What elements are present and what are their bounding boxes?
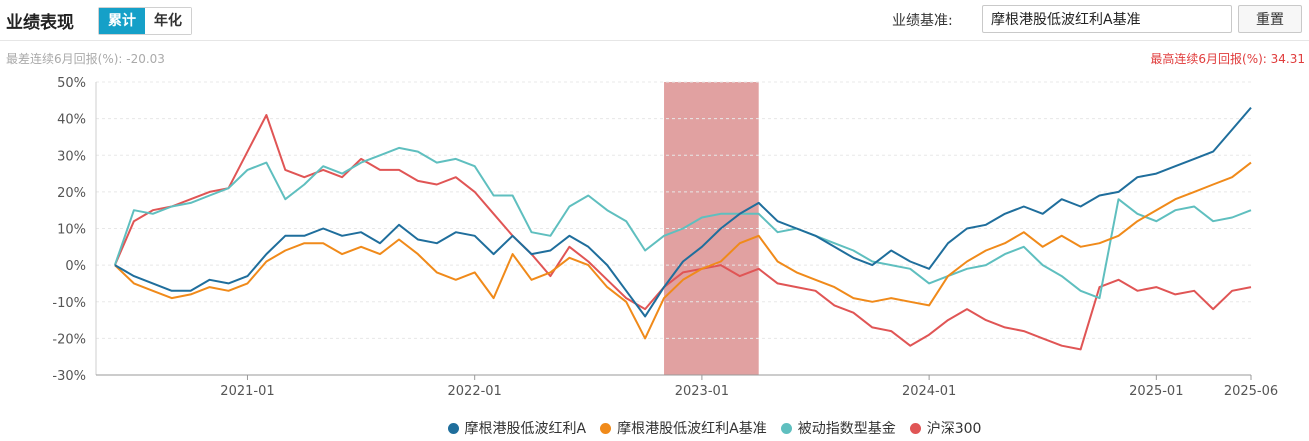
y-tick-label: 50% (57, 76, 86, 91)
y-tick-label: 40% (57, 113, 86, 128)
performance-line-chart: 50% 40% 30% 20% 10% 0% -10% -20% -30% 2021-01 2022… (52, 76, 1278, 399)
legend-item-fund[interactable]: 摩根港股低波红利A (447, 418, 587, 438)
x-tick-label: 2025-01 (1129, 384, 1183, 399)
legend-label-hs300: 沪深300 (926, 421, 982, 437)
y-tick-label: 20% (57, 186, 86, 201)
y-tick-label: 30% (57, 149, 86, 164)
mode-tabs: 累计 年化 (98, 7, 192, 35)
legend-item-category[interactable]: 被动指数型基金 (780, 418, 896, 438)
benchmark-input[interactable] (982, 5, 1232, 33)
y-tick-label: 0% (65, 259, 86, 274)
tab-annualized[interactable]: 年化 (145, 8, 191, 34)
x-tick-label: 2021-01 (220, 384, 274, 399)
legend-dot-hs300 (909, 422, 921, 434)
benchmark-line (114, 161, 1252, 340)
hs300-line (113, 114, 1252, 351)
y-tick-label: -20% (52, 332, 86, 347)
worst-6m-return: 最差连续6月回报(%): -20.03 (6, 52, 165, 66)
legend-label-category: 被动指数型基金 (797, 421, 896, 437)
legend-dot-benchmark (600, 422, 612, 434)
legend-label-benchmark: 摩根港股低波红利A基准 (617, 421, 767, 437)
y-tick-label: -10% (52, 296, 86, 311)
legend-item-benchmark[interactable]: 摩根港股低波红利A基准 (600, 418, 767, 438)
legend-dot-fund (447, 422, 459, 434)
header-bar: 业绩表现 累计 年化 业绩基准: 重置 (0, 0, 1309, 40)
fund-line (114, 106, 1252, 318)
y-tick-label: 10% (57, 223, 86, 238)
legend-item-hs300[interactable]: 沪深300 (909, 418, 982, 438)
chart-legend: 摩根港股低波红利A 摩根港股低波红利A基准 被动指数型基金 沪深300 (0, 418, 1309, 438)
legend-dot-category (780, 422, 792, 434)
best-6m-return: 最高连续6月回报(%): 34.31 (1150, 52, 1305, 66)
x-tick-label: 2022-01 (448, 384, 502, 399)
tab-cumulative[interactable]: 累计 (99, 8, 145, 34)
header-divider (0, 40, 1309, 41)
x-tick-label: 2025-06 (1224, 384, 1278, 399)
x-tick-label: 2024-01 (902, 384, 956, 399)
x-tick-label: 2023-01 (675, 384, 729, 399)
y-tick-label: -30% (52, 369, 86, 384)
benchmark-label: 业绩基准: (892, 13, 953, 29)
category-line (113, 146, 1252, 300)
page-title: 业绩表现 (6, 13, 74, 33)
legend-label-fund: 摩根港股低波红利A (464, 421, 587, 437)
reset-button[interactable]: 重置 (1238, 5, 1302, 33)
